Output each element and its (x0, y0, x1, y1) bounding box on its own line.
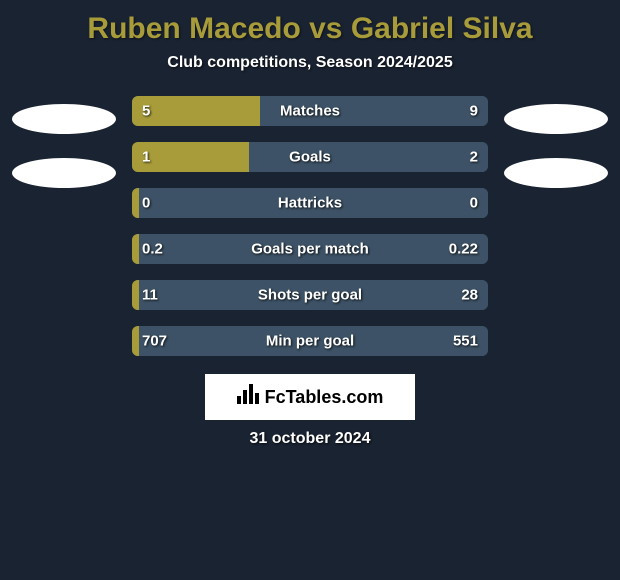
stat-value-left: 707 (142, 333, 167, 350)
stat-value-right: 551 (453, 333, 478, 350)
bar-fill-right (249, 142, 488, 172)
stat-label: Goals (289, 149, 331, 166)
stat-value-right: 0.22 (449, 241, 478, 258)
comparison-grid: Matches 5 9 Goals 1 2 Hattricks 0 0 Goals per mat… (0, 96, 620, 356)
chart-icon (237, 384, 259, 410)
right-team-col (500, 96, 612, 188)
stat-value-left: 0 (142, 195, 150, 212)
stat-label: Goals per match (251, 241, 369, 258)
stat-value-right: 9 (470, 103, 478, 120)
bar-fill-left (132, 234, 139, 264)
stat-label: Matches (280, 103, 340, 120)
stat-label: Shots per goal (258, 287, 362, 304)
subtitle: Club competitions, Season 2024/2025 (0, 54, 620, 72)
date-text: 31 october 2024 (0, 430, 620, 448)
bar-fill-left (132, 96, 260, 126)
bar-fill-left (132, 188, 139, 218)
stats-bars: Matches 5 9 Goals 1 2 Hattricks 0 0 Goals per mat… (120, 96, 500, 356)
stat-value-left: 0.2 (142, 241, 163, 258)
stat-label: Hattricks (278, 195, 342, 212)
stat-bar: Goals per match 0.2 0.22 (132, 234, 488, 264)
stat-bar: Hattricks 0 0 (132, 188, 488, 218)
stat-bar: Goals 1 2 (132, 142, 488, 172)
left-team-logo-2 (12, 158, 116, 188)
stat-bar: Shots per goal 11 28 (132, 280, 488, 310)
stat-value-left: 11 (142, 287, 158, 304)
page-title: Ruben Macedo vs Gabriel Silva (0, 0, 620, 54)
stat-label: Min per goal (266, 333, 354, 350)
stat-value-left: 1 (142, 149, 150, 166)
bar-fill-left (132, 280, 139, 310)
stat-value-right: 2 (470, 149, 478, 166)
stat-value-right: 28 (461, 287, 478, 304)
watermark[interactable]: FcTables.com (205, 374, 415, 420)
stat-value-right: 0 (470, 195, 478, 212)
left-team-col (8, 96, 120, 188)
right-team-logo-2 (504, 158, 608, 188)
bar-fill-left (132, 326, 139, 356)
stat-bar: Min per goal 707 551 (132, 326, 488, 356)
right-team-logo (504, 104, 608, 134)
watermark-text: FcTables.com (265, 387, 384, 408)
left-team-logo (12, 104, 116, 134)
stat-bar: Matches 5 9 (132, 96, 488, 126)
stat-value-left: 5 (142, 103, 150, 120)
